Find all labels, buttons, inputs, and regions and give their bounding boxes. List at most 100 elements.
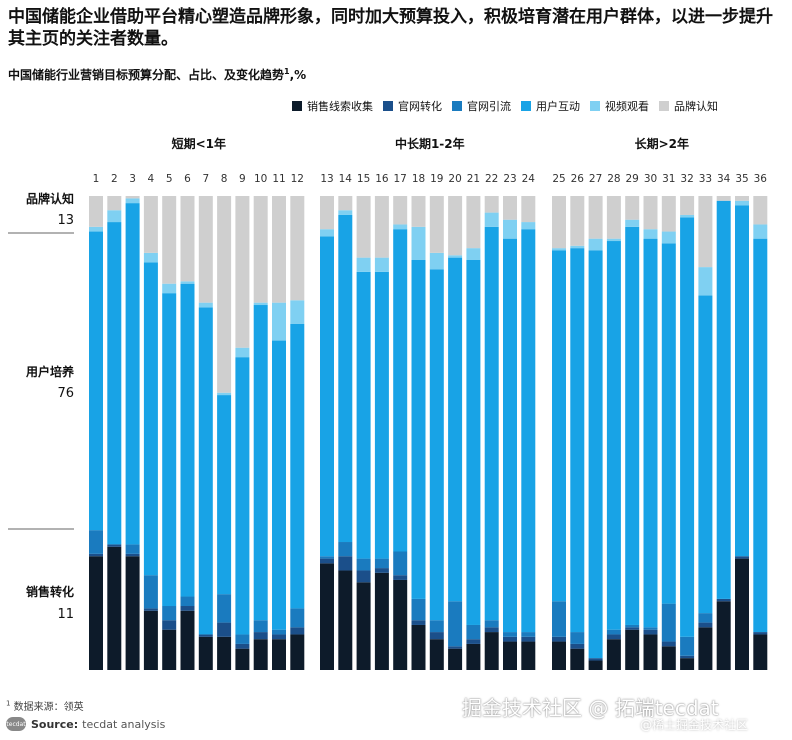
bar-segment xyxy=(411,620,426,625)
legend-item-6: 品牌认知 xyxy=(659,98,718,114)
bar-segment xyxy=(552,601,566,637)
bar-segment xyxy=(429,620,444,633)
bar-segment xyxy=(107,210,122,223)
bar-segment xyxy=(338,196,353,211)
bar-segment xyxy=(89,231,103,531)
bar-segment xyxy=(180,610,195,670)
bar-segment xyxy=(661,231,676,244)
bar-segment xyxy=(235,643,250,649)
legend-label: 视频观看 xyxy=(605,100,649,113)
bar-segment xyxy=(338,210,353,215)
bar-segment xyxy=(552,196,566,249)
bar-segment xyxy=(393,196,408,225)
bar-segment xyxy=(521,222,536,230)
bar-segment xyxy=(338,542,353,557)
bar-segment xyxy=(162,606,177,621)
bar-segment xyxy=(320,556,334,559)
bar-segment xyxy=(253,302,268,306)
x-tick-label: 23 xyxy=(503,173,516,185)
bar-segment xyxy=(552,636,566,642)
bar-segment xyxy=(290,300,305,324)
x-tick-label: 8 xyxy=(221,173,228,185)
chart-legend: 销售线索收集 官网转化 官网引流 用户互动 视频观看 品牌认知 xyxy=(292,98,788,114)
bar-segment xyxy=(588,250,603,659)
bar-segment xyxy=(198,636,213,670)
bar-segment xyxy=(143,196,158,253)
bar-segment xyxy=(448,255,463,258)
x-tick-label: 22 xyxy=(485,173,498,185)
group-label: 中长期1-2年 xyxy=(395,136,465,151)
bar-segment xyxy=(393,575,408,580)
bar-segment xyxy=(521,229,536,633)
bar-segment xyxy=(552,641,566,670)
x-tick-label: 15 xyxy=(357,173,370,185)
legend-swatch xyxy=(383,101,393,111)
x-tick-label: 5 xyxy=(166,173,173,185)
summary-value: 11 xyxy=(57,607,74,622)
bar-segment xyxy=(503,238,517,633)
watermark-secondary: @稀土掘金技术社区 xyxy=(640,718,749,732)
legend-item-3: 官网引流 xyxy=(452,98,511,114)
legend-item-4: 用户互动 xyxy=(521,98,580,114)
bar-segment xyxy=(680,196,695,215)
bar-segment xyxy=(198,307,213,635)
bar-segment xyxy=(180,283,195,597)
footnote: 1 数据来源：领英 xyxy=(6,698,84,713)
bar-segment xyxy=(374,558,389,569)
bar-segment xyxy=(429,632,444,640)
bar-segment xyxy=(235,357,250,635)
bar-segment xyxy=(680,655,695,659)
x-tick-label: 4 xyxy=(148,173,155,185)
bar-segment xyxy=(320,563,334,670)
bar-segment xyxy=(198,196,213,303)
x-tick-label: 18 xyxy=(412,173,425,185)
bar-segment xyxy=(411,196,426,227)
bar-segment xyxy=(588,660,603,670)
bar-segment xyxy=(290,196,305,301)
bar-segment xyxy=(217,636,232,670)
x-tick-label: 7 xyxy=(202,173,209,185)
bar-segment xyxy=(162,293,177,607)
summary-label: 品牌认知 xyxy=(26,191,74,206)
bar-segment xyxy=(606,196,621,239)
bar-segment xyxy=(253,620,268,633)
bar-segment xyxy=(643,627,658,630)
legend-label: 品牌认知 xyxy=(674,100,718,113)
bar-segment xyxy=(753,238,768,633)
bar-segment xyxy=(643,634,658,670)
x-tick-label: 30 xyxy=(644,173,657,185)
bar-segment xyxy=(356,196,371,258)
bar-segment xyxy=(484,212,499,227)
bar-segment xyxy=(606,241,621,630)
x-tick-label: 14 xyxy=(339,173,353,185)
bar-segment xyxy=(643,629,658,635)
bar-segment xyxy=(503,219,517,239)
bar-segment xyxy=(466,643,481,670)
bar-segment xyxy=(356,582,371,670)
bar-segment xyxy=(735,558,749,670)
bar-segment xyxy=(393,579,408,670)
bar-segment xyxy=(125,544,140,554)
bar-segment xyxy=(625,196,640,220)
bar-segment xyxy=(320,558,334,564)
x-tick-label: 13 xyxy=(320,173,333,185)
x-tick-label: 26 xyxy=(571,173,585,185)
x-tick-label: 12 xyxy=(291,173,304,185)
bar-segment xyxy=(374,271,389,559)
chart-subtitle: 中国储能行业营销目标预算分配、占比、及变化趋势1,% xyxy=(8,66,306,83)
bar-segment xyxy=(393,224,408,230)
bar-segment xyxy=(466,248,481,260)
bar-segment xyxy=(290,608,305,628)
bar-segment xyxy=(180,281,195,284)
bar-segment xyxy=(716,200,731,599)
legend-label: 用户互动 xyxy=(536,100,580,113)
bar-segment xyxy=(503,641,517,670)
legend-item-5: 视频观看 xyxy=(590,98,649,114)
x-tick-label: 6 xyxy=(184,173,191,185)
bar-segment xyxy=(356,257,371,272)
bar-segment xyxy=(521,632,536,637)
bar-segment xyxy=(753,632,768,635)
bar-segment xyxy=(89,556,103,670)
bar-segment xyxy=(272,302,286,341)
bar-segment xyxy=(716,601,731,670)
